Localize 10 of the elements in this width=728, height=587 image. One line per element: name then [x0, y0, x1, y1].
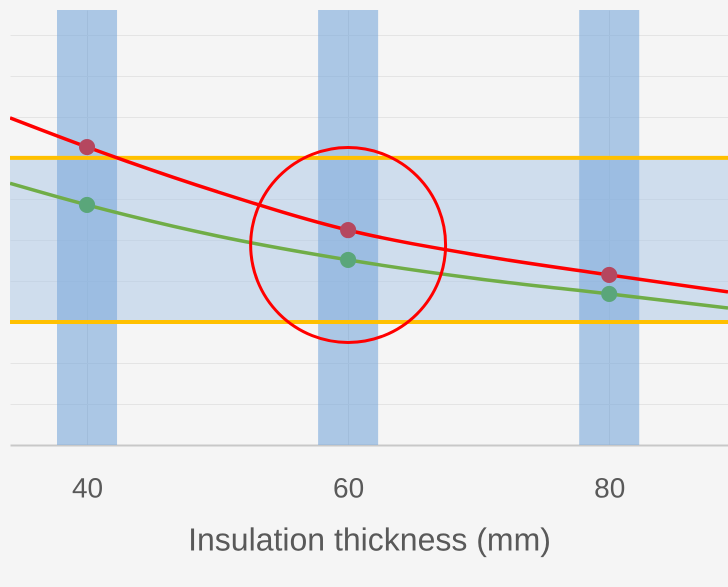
x-tick-label: 60	[333, 472, 364, 504]
point	[340, 252, 356, 268]
point	[601, 286, 618, 302]
point	[78, 196, 96, 213]
x-axis-title: Insulation thickness (mm)	[188, 522, 551, 558]
point	[340, 222, 356, 238]
point	[78, 138, 96, 156]
point	[601, 266, 618, 283]
x-tick-label: 80	[594, 472, 626, 504]
x-tick-label: 40	[72, 472, 104, 504]
